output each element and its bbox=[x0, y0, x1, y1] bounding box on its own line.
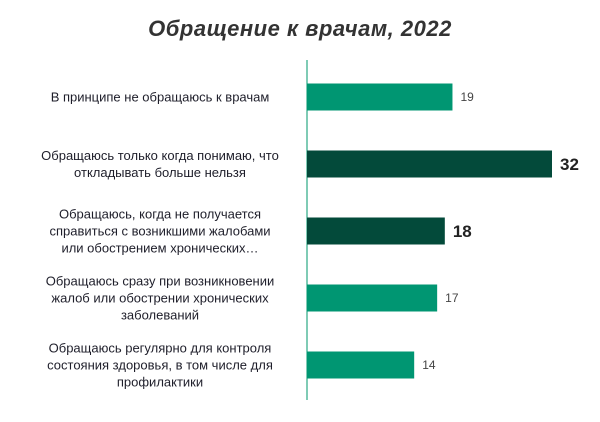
data-label: 19 bbox=[460, 90, 474, 104]
category-label-line: справиться с возникшими жалобами bbox=[49, 223, 271, 239]
data-label: 14 bbox=[422, 358, 436, 372]
category-label-line: откладывать больше нельзя bbox=[74, 165, 246, 180]
data-label: 18 bbox=[453, 222, 472, 241]
bar bbox=[307, 217, 445, 245]
category-label: Обращаюсь сразу при возникновении жалоб и… bbox=[20, 273, 300, 324]
chart-title: Обращение к врачам, 2022 bbox=[148, 16, 452, 41]
category-label: Обращаюсь регулярно для контроля состояни… bbox=[20, 340, 300, 391]
bar bbox=[307, 351, 415, 379]
data-label: 32 bbox=[560, 155, 579, 174]
bar bbox=[307, 150, 552, 178]
category-label-line: В принципе не обращаюсь к врачам bbox=[50, 89, 270, 105]
category-label: Обращаюсь, когда не получается справиться… bbox=[20, 206, 300, 257]
category-label-line: Обращаюсь только когда понимаю, что bbox=[41, 148, 279, 163]
category-label-line: или обострением хронических… bbox=[61, 240, 259, 256]
category-label-line: заболеваний bbox=[120, 307, 200, 323]
category-label-line: состояния здоровья, в том числе для bbox=[47, 357, 273, 373]
category-label: Обращаюсь только когда понимаю, что откла… bbox=[20, 147, 300, 181]
bar bbox=[307, 284, 438, 312]
data-label: 17 bbox=[445, 291, 459, 305]
category-label: В принципе не обращаюсь к врачам bbox=[20, 89, 300, 106]
category-label-line: жалоб или обострении хронических bbox=[51, 290, 269, 306]
bar bbox=[307, 83, 453, 111]
category-label-line: профилактики bbox=[116, 374, 204, 390]
category-label-line: Обращаюсь регулярно для контроля bbox=[48, 340, 272, 356]
category-label-line: Обращаюсь, когда не получается bbox=[58, 206, 262, 222]
category-label-line: Обращаюсь сразу при возникновении bbox=[45, 273, 275, 289]
